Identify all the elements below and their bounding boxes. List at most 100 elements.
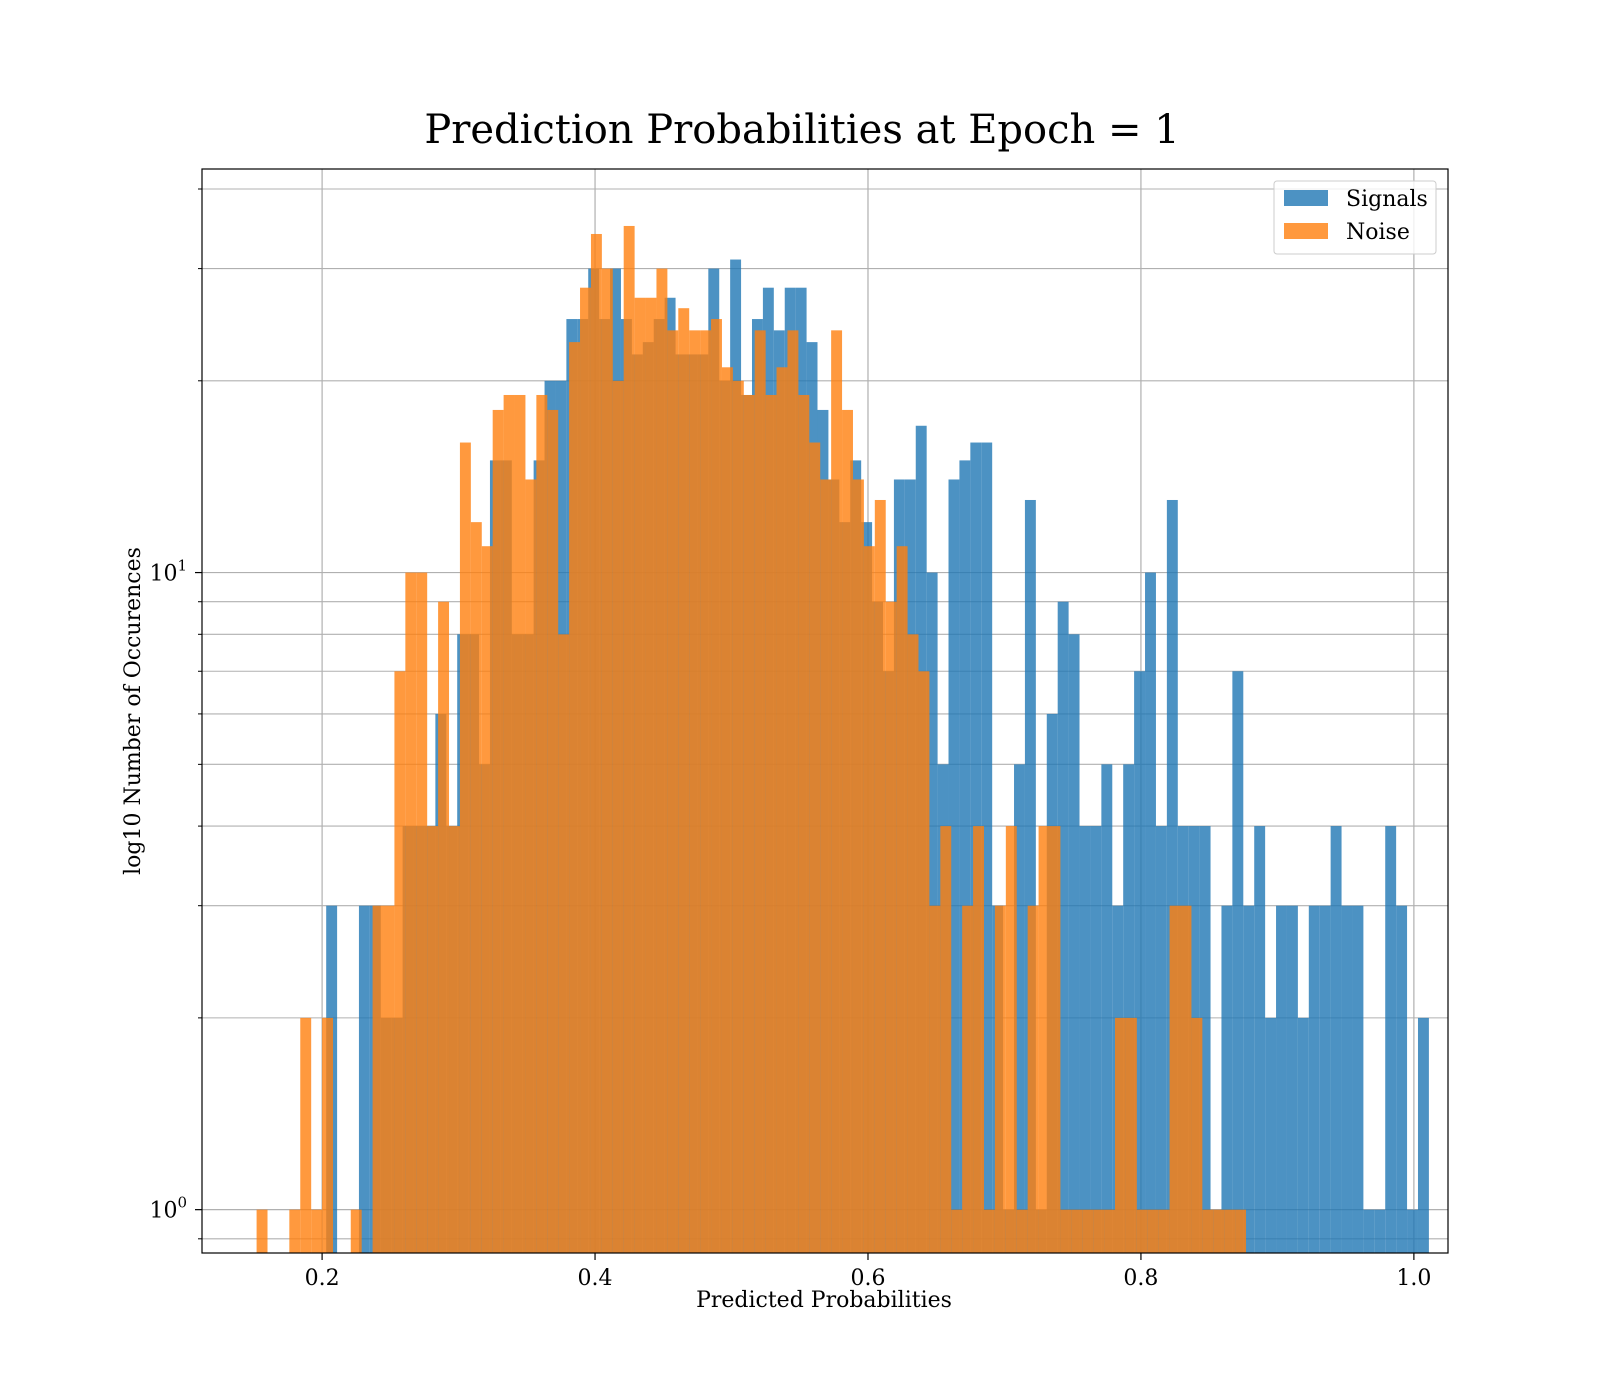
bar-noise — [918, 671, 930, 1253]
legend-swatch-noise — [1284, 223, 1328, 239]
bar-noise — [289, 1209, 301, 1253]
bar-noise — [1224, 1209, 1236, 1253]
bar-signals — [981, 442, 993, 1253]
bar-noise — [1115, 1017, 1126, 1253]
bar-noise — [732, 380, 744, 1253]
bar-noise — [459, 442, 471, 1253]
bar-signals — [1363, 1209, 1375, 1253]
bar-noise — [820, 479, 832, 1254]
bar-noise — [350, 1209, 362, 1253]
bar-noise — [590, 233, 602, 1254]
bar-noise — [514, 394, 526, 1254]
bar-signals — [1057, 601, 1069, 1253]
bar-signals — [1352, 905, 1364, 1253]
bar-signals — [1265, 1017, 1277, 1253]
bar-noise — [1235, 1209, 1247, 1253]
bar-noise — [256, 1209, 268, 1253]
bar-signals — [1123, 764, 1135, 1253]
bar-noise — [667, 330, 679, 1254]
bar-signals — [1374, 1209, 1386, 1253]
bar-noise — [311, 1209, 323, 1253]
bar-noise — [322, 1017, 334, 1253]
bar-signals — [959, 460, 971, 1253]
bar-noise — [700, 330, 712, 1254]
bar-noise — [1082, 1209, 1094, 1253]
legend-label-noise: Noise — [1346, 220, 1410, 245]
bar-noise — [1191, 1017, 1203, 1253]
bar-noise — [558, 634, 570, 1253]
bar-noise — [383, 905, 395, 1253]
bar-signals — [1166, 499, 1178, 1254]
bar-noise — [896, 546, 908, 1253]
histogram-bars — [256, 225, 1429, 1254]
bar-noise — [645, 297, 657, 1253]
bar-signals — [1319, 905, 1331, 1253]
bar-noise — [973, 826, 984, 1253]
bar-noise — [940, 826, 952, 1253]
bar-noise — [951, 1209, 963, 1253]
bar-signals — [1079, 826, 1091, 1253]
bar-noise — [394, 671, 406, 1253]
bar-signals — [358, 905, 370, 1253]
bar-noise — [525, 479, 537, 1254]
bar-signals — [1145, 572, 1156, 1253]
bar-signals — [1417, 1017, 1429, 1253]
bar-signals — [1276, 905, 1287, 1253]
bar-noise — [994, 905, 1006, 1253]
bar-noise — [809, 442, 821, 1253]
bar-noise — [547, 409, 559, 1253]
plot-area: 0.2 0.4 0.6 0.8 1.0 100 101 — [149, 168, 1449, 1291]
bar-noise — [1049, 826, 1061, 1253]
bar-signals — [1068, 634, 1080, 1253]
bar-signals — [1101, 764, 1113, 1253]
bar-noise — [1213, 1209, 1225, 1253]
bar-noise — [481, 546, 493, 1253]
bar-noise — [1071, 1209, 1083, 1253]
bar-noise — [907, 634, 919, 1253]
bar-signals — [1243, 905, 1255, 1253]
bar-noise — [601, 268, 613, 1253]
bar-signals — [1341, 905, 1353, 1253]
bar-signals — [1396, 905, 1408, 1253]
y-axis-label: log10 Number of Occurences — [121, 547, 146, 875]
bar-noise — [983, 1209, 995, 1253]
legend-swatch-signals — [1284, 190, 1328, 206]
bar-noise — [1158, 1209, 1170, 1253]
y-tick-label: 101 — [149, 557, 187, 587]
bar-noise — [416, 572, 428, 1253]
bar-noise — [623, 225, 635, 1254]
bar-noise — [569, 342, 581, 1253]
bar-noise — [492, 409, 504, 1253]
bar-noise — [1125, 1017, 1137, 1253]
bar-signals — [1232, 671, 1244, 1253]
bar-noise — [1038, 826, 1050, 1253]
bar-signals — [1155, 826, 1167, 1253]
bar-signals — [1385, 826, 1397, 1253]
axes-frame — [201, 168, 1449, 1254]
bar-signals — [1134, 671, 1146, 1253]
bar-noise — [765, 394, 777, 1254]
axis-ticks: 0.2 0.4 0.6 0.8 1.0 100 101 — [149, 188, 1431, 1291]
x-tick-label: 1.0 — [1396, 1266, 1431, 1291]
bar-noise — [503, 394, 515, 1254]
x-tick-label: 0.8 — [1123, 1266, 1158, 1291]
bar-noise — [842, 409, 853, 1253]
bar-noise — [470, 522, 482, 1253]
bar-noise — [711, 319, 722, 1253]
bar-signals — [1330, 826, 1342, 1253]
bar-noise — [743, 394, 755, 1254]
bar-noise — [1005, 826, 1017, 1253]
bar-noise — [1060, 1209, 1072, 1253]
bar-noise — [1147, 1209, 1159, 1253]
bar-signals — [1014, 764, 1025, 1253]
bar-noise — [1169, 905, 1181, 1253]
bar-signals — [1221, 905, 1233, 1253]
bar-signals — [1024, 499, 1036, 1254]
chart-title: Prediction Probabilities at Epoch = 1 — [424, 107, 1179, 153]
bar-noise — [721, 367, 733, 1253]
bar-noise — [372, 905, 384, 1253]
bar-noise — [787, 330, 799, 1254]
bar-noise — [300, 1017, 312, 1253]
bar-noise — [852, 479, 864, 1254]
